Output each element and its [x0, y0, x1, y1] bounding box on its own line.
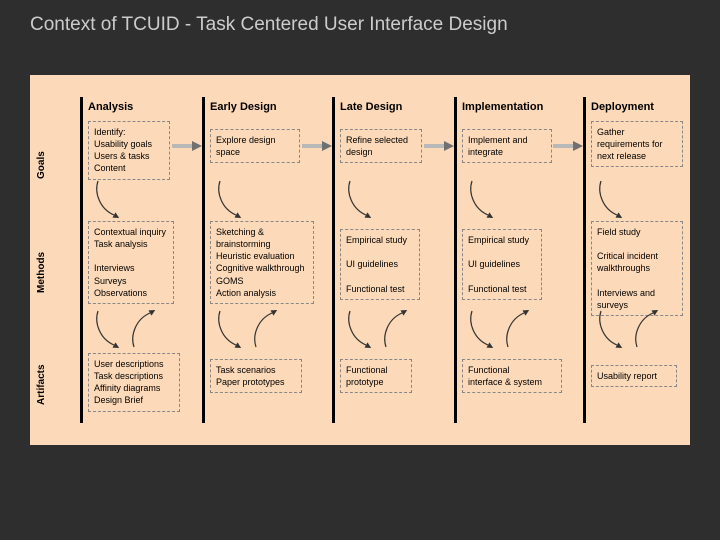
phase-divider	[202, 97, 205, 423]
column-header: Late Design	[340, 101, 402, 113]
goals-cell: Refine selected design	[340, 129, 422, 163]
row-label: Artifacts	[36, 364, 47, 405]
curve-down-arrow-icon	[466, 309, 502, 349]
methods-cell: Empirical study UI guidelines Functional…	[462, 229, 542, 300]
curve-down-arrow-icon	[214, 179, 250, 219]
curve-down-arrow-icon	[466, 179, 502, 219]
artifacts-cell: Functional interface & system	[462, 359, 562, 393]
goals-cell: Explore design space	[210, 129, 300, 163]
methods-cell: Field study Critical incident walkthroug…	[591, 221, 683, 316]
curve-down-arrow-icon	[92, 179, 128, 219]
column-header: Early Design	[210, 101, 277, 113]
artifacts-cell: Functional prototype	[340, 359, 412, 393]
curve-down-arrow-icon	[344, 179, 380, 219]
goals-cell: Implement and integrate	[462, 129, 552, 163]
curve-up-arrow-icon	[380, 309, 416, 349]
row-label: Goals	[36, 151, 47, 179]
methods-cell: Empirical study UI guidelines Functional…	[340, 229, 420, 300]
methods-cell: Sketching & brainstorming Heuristic eval…	[210, 221, 314, 304]
artifacts-cell: User descriptions Task descriptions Affi…	[88, 353, 180, 412]
column-header: Deployment	[591, 101, 654, 113]
methods-cell: Contextual inquiry Task analysis Intervi…	[88, 221, 174, 304]
curve-up-arrow-icon	[128, 309, 164, 349]
tcuid-diagram: Analysis Early Design Late Design Implement…	[30, 75, 690, 445]
phase-divider	[332, 97, 335, 423]
curve-down-arrow-icon	[92, 309, 128, 349]
column-header: Implementation	[462, 101, 543, 113]
phase-arrow-icon	[302, 141, 332, 151]
column-header: Analysis	[88, 101, 133, 113]
artifacts-cell: Task scenarios Paper prototypes	[210, 359, 302, 393]
phase-divider	[583, 97, 586, 423]
row-label: Methods	[36, 252, 47, 293]
phase-arrow-icon	[553, 141, 583, 151]
curve-down-arrow-icon	[595, 179, 631, 219]
curve-up-arrow-icon	[250, 309, 286, 349]
phase-divider	[454, 97, 457, 423]
curve-up-arrow-icon	[631, 309, 667, 349]
phase-arrow-icon	[424, 141, 454, 151]
curve-up-arrow-icon	[502, 309, 538, 349]
goals-cell: Identify: Usability goals Users & tasks …	[88, 121, 170, 180]
page-title: Context of TCUID - Task Centered User In…	[0, 0, 720, 36]
goals-cell: Gather requirements for next release	[591, 121, 683, 167]
phase-divider	[80, 97, 83, 423]
curve-down-arrow-icon	[595, 309, 631, 349]
curve-down-arrow-icon	[344, 309, 380, 349]
curve-down-arrow-icon	[214, 309, 250, 349]
artifacts-cell: Usability report	[591, 365, 677, 387]
phase-arrow-icon	[172, 141, 202, 151]
